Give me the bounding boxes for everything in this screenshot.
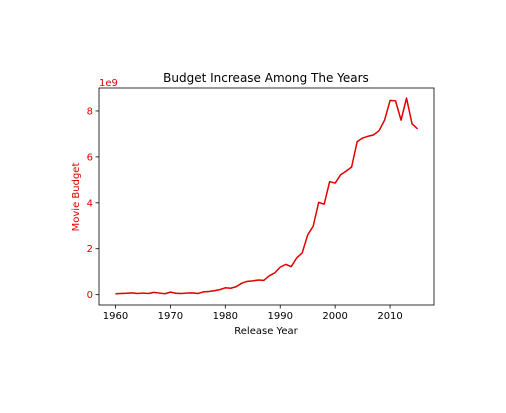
budget-line [115,97,419,295]
x-tick-label: 2010 [377,311,402,322]
y-tick-label: 4 [87,198,93,209]
y-tick-label: 6 [87,152,93,163]
y-tick-label: 8 [87,106,93,117]
x-tick-label: 1990 [268,311,293,322]
x-tick-label: 1970 [158,311,183,322]
x-tick-label: 2000 [322,311,347,322]
axes [98,87,435,306]
y-tick-label: 0 [87,290,93,301]
plot-frame [98,87,435,306]
x-axis-label: Release Year [234,326,298,337]
y-tick-label: 2 [87,244,93,255]
x-tick-label: 1960 [103,311,128,322]
series [115,97,419,295]
y-axis-label: Movie Budget [71,163,82,232]
chart-title: Budget Increase Among The Years [163,71,369,85]
y-offset-label: 1e9 [99,78,118,89]
ticks: 1960 1970 1980 1990 2000 2010 0 2 4 6 8 [87,106,403,322]
x-tick-label: 1980 [213,311,238,322]
